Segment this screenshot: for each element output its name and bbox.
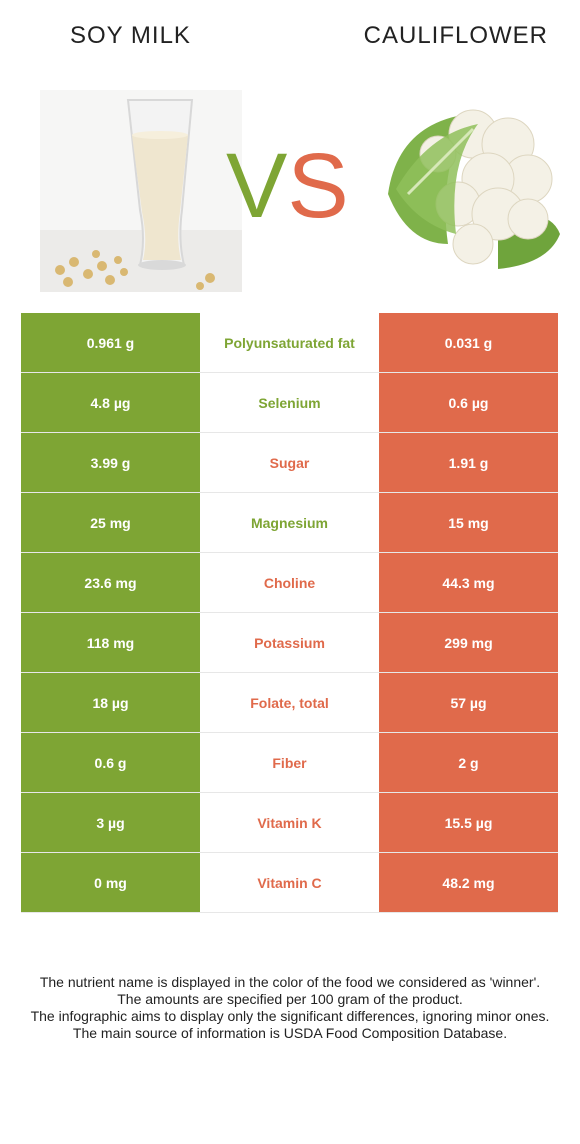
- right-value: 0.6 µg: [379, 372, 558, 433]
- left-value: 0 mg: [21, 852, 200, 913]
- table-row: 0.6 g Fiber 2 g: [21, 732, 558, 793]
- table-row: 3.99 g Sugar 1.91 g: [21, 432, 558, 493]
- left-value: 25 mg: [21, 492, 200, 553]
- nutrient-name: Sugar: [200, 432, 379, 493]
- table-row: 118 mg Potassium 299 mg: [21, 612, 558, 673]
- right-value: 44.3 mg: [379, 552, 558, 613]
- nutrient-name: Folate, total: [200, 672, 379, 733]
- footer-line: The infographic aims to display only the…: [30, 1008, 550, 1024]
- table-row: 25 mg Magnesium 15 mg: [21, 492, 558, 553]
- left-food-title: SOY MILK: [70, 22, 191, 49]
- footer-line: The main source of information is USDA F…: [72, 1025, 508, 1041]
- right-value: 2 g: [379, 732, 558, 793]
- nutrient-name: Polyunsaturated fat: [200, 313, 379, 373]
- nutrient-name: Vitamin K: [200, 792, 379, 853]
- nutrient-name: Selenium: [200, 372, 379, 433]
- right-value: 48.2 mg: [379, 852, 558, 913]
- cauliflower-image: [388, 109, 560, 269]
- nutrient-name: Potassium: [200, 612, 379, 673]
- table-row: 0 mg Vitamin C 48.2 mg: [21, 852, 558, 913]
- left-value: 23.6 mg: [21, 552, 200, 613]
- soy-milk-image: [40, 90, 242, 292]
- right-value: 15 mg: [379, 492, 558, 553]
- right-value: 1.91 g: [379, 432, 558, 493]
- nutrient-name: Fiber: [200, 732, 379, 793]
- left-value: 3.99 g: [21, 432, 200, 493]
- footer-notes: The nutrient name is displayed in the co…: [20, 974, 560, 1042]
- left-value: 0.961 g: [21, 313, 200, 373]
- left-value: 118 mg: [21, 612, 200, 673]
- nutrient-name: Choline: [200, 552, 379, 613]
- table-row: 3 µg Vitamin K 15.5 µg: [21, 792, 558, 853]
- left-value: 4.8 µg: [21, 372, 200, 433]
- vs-label: VS: [226, 135, 349, 237]
- left-value: 3 µg: [21, 792, 200, 853]
- table-row: 0.961 g Polyunsaturated fat 0.031 g: [21, 313, 558, 373]
- right-value: 299 mg: [379, 612, 558, 673]
- right-value: 57 µg: [379, 672, 558, 733]
- nutrient-comparison-table: 0.961 g Polyunsaturated fat 0.031 g 4.8 µg S…: [21, 313, 558, 913]
- footer-line: The amounts are specified per 100 gram o…: [117, 991, 463, 1007]
- left-value: 0.6 g: [21, 732, 200, 793]
- right-food-title: CAULIFLOWER: [363, 22, 548, 49]
- table-row: 18 µg Folate, total 57 µg: [21, 672, 558, 733]
- left-value: 18 µg: [21, 672, 200, 733]
- nutrient-name: Magnesium: [200, 492, 379, 553]
- right-value: 0.031 g: [379, 313, 558, 373]
- right-value: 15.5 µg: [379, 792, 558, 853]
- table-row: 4.8 µg Selenium 0.6 µg: [21, 372, 558, 433]
- nutrient-name: Vitamin C: [200, 852, 379, 913]
- footer-line: The nutrient name is displayed in the co…: [39, 974, 541, 990]
- table-row: 23.6 mg Choline 44.3 mg: [21, 552, 558, 613]
